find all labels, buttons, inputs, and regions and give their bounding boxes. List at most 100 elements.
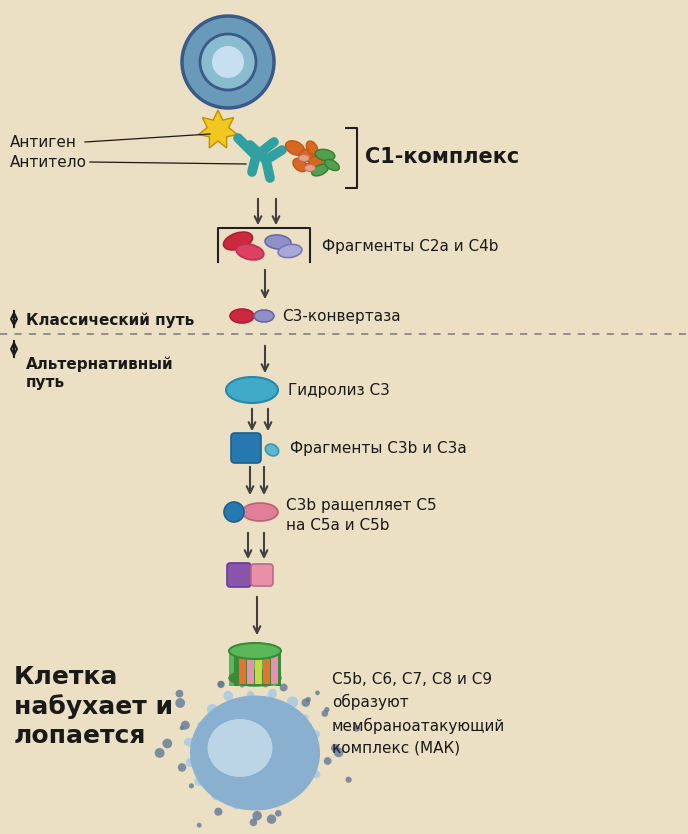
Circle shape [305,697,311,702]
Ellipse shape [230,309,254,323]
Ellipse shape [254,310,274,322]
Circle shape [178,763,186,771]
Bar [270,651,276,686]
Ellipse shape [287,696,299,708]
Text: Классический путь: Классический путь [26,312,194,328]
Bar [255,653,262,684]
Text: С3b ращепляет С5
на С5а и С5b: С3b ращепляет С5 на С5а и С5b [286,498,437,533]
Ellipse shape [268,689,277,700]
Ellipse shape [305,767,321,778]
Circle shape [181,721,190,730]
Circle shape [197,822,202,827]
Ellipse shape [299,154,310,162]
Bar [250,651,255,686]
Circle shape [324,757,332,765]
Text: Фрагменты С3b и С3а: Фрагменты С3b и С3а [290,440,466,455]
Text: Антиген: Антиген [10,134,77,149]
Circle shape [264,675,273,683]
Circle shape [275,810,281,816]
Circle shape [200,34,256,90]
Ellipse shape [190,696,320,811]
Ellipse shape [308,730,320,740]
Ellipse shape [195,776,204,786]
Circle shape [224,502,244,522]
Circle shape [182,16,274,108]
Ellipse shape [197,721,208,731]
Ellipse shape [308,156,327,168]
Ellipse shape [256,796,264,805]
Polygon shape [199,110,237,148]
Ellipse shape [208,719,272,777]
Circle shape [280,684,288,691]
FancyBboxPatch shape [251,564,273,586]
Ellipse shape [305,164,316,172]
Ellipse shape [303,749,318,757]
Ellipse shape [229,643,281,659]
Ellipse shape [275,791,286,804]
Circle shape [250,818,257,826]
Circle shape [261,679,270,687]
Bar [255,651,260,686]
Ellipse shape [207,704,218,715]
Ellipse shape [211,791,220,801]
Ellipse shape [229,670,281,686]
Ellipse shape [236,244,264,260]
Circle shape [175,698,185,708]
Circle shape [162,739,172,748]
Bar [247,653,254,684]
Ellipse shape [312,164,328,176]
Circle shape [354,725,360,731]
Circle shape [324,707,330,712]
Text: Альтернативный
путь: Альтернативный путь [26,356,173,390]
Circle shape [239,681,245,687]
Bar [234,651,239,686]
Bar [239,653,246,684]
Circle shape [214,807,222,816]
Circle shape [345,776,352,783]
Ellipse shape [265,235,291,249]
Ellipse shape [306,141,318,155]
Text: Клетка
набухает и
лопается: Клетка набухает и лопается [14,665,173,747]
Ellipse shape [315,149,335,161]
Circle shape [267,815,277,824]
Circle shape [180,726,184,731]
Text: Фрагменты С2а и С4b: Фрагменты С2а и С4b [322,239,499,254]
Ellipse shape [325,159,339,171]
Bar [276,651,281,686]
Bar [266,651,270,686]
Circle shape [212,46,244,78]
Text: С3-конвертаза: С3-конвертаза [282,309,400,324]
Bar [271,653,278,684]
Circle shape [252,811,262,821]
Circle shape [334,747,343,757]
Bar [239,651,245,686]
Ellipse shape [296,714,309,725]
Ellipse shape [242,503,278,521]
Circle shape [217,681,225,688]
Ellipse shape [246,691,255,702]
Ellipse shape [184,738,197,746]
FancyBboxPatch shape [227,563,251,587]
Ellipse shape [224,691,233,701]
Circle shape [217,681,224,687]
FancyBboxPatch shape [231,433,261,463]
Bar [229,651,234,686]
Ellipse shape [293,158,307,172]
Text: С1-комплекс: С1-комплекс [365,147,519,167]
Circle shape [175,690,184,697]
Ellipse shape [233,800,241,810]
Circle shape [315,691,320,696]
Ellipse shape [299,148,317,161]
Text: С5b, С6, С7, С8 и С9
образуют
мембраноатакующий
комплекс (МАК): С5b, С6, С7, С8 и С9 образуют мембраноат… [332,672,505,756]
Ellipse shape [278,244,302,258]
Ellipse shape [286,141,305,155]
Text: Гидролиз С3: Гидролиз С3 [288,383,390,398]
Bar [260,651,266,686]
Bar [263,653,270,684]
Circle shape [189,783,194,788]
Ellipse shape [266,444,279,456]
Ellipse shape [224,232,252,250]
Circle shape [321,710,328,717]
Text: Антитело: Антитело [10,154,87,169]
Circle shape [155,748,164,758]
